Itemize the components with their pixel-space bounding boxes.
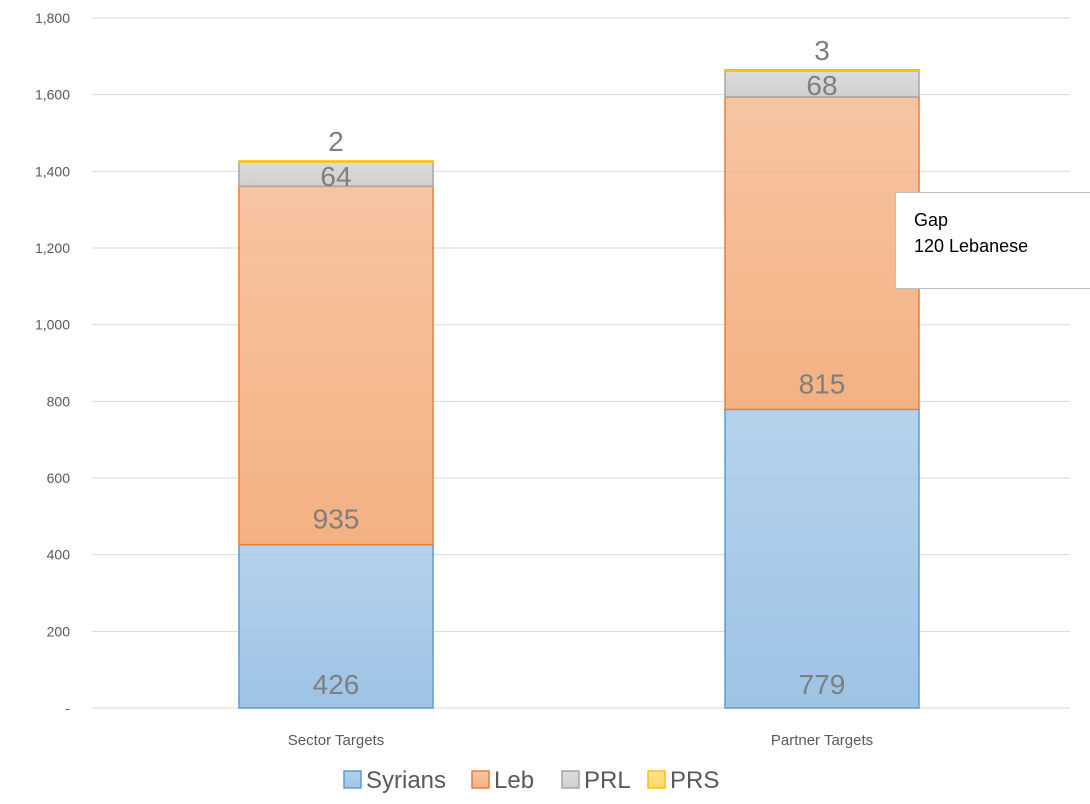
legend-swatch-prs	[647, 770, 666, 789]
y-tick-label: 600	[47, 470, 71, 486]
legend-swatch-prl	[561, 770, 580, 789]
y-tick-label: 1,200	[35, 240, 70, 256]
y-tick-label: 1,000	[35, 317, 70, 333]
gap-callout: Gap 120 Lebanese	[895, 192, 1090, 289]
y-tick-label: 400	[47, 547, 71, 563]
y-tick-label: 1,800	[35, 10, 70, 26]
data-label-leb: 935	[313, 504, 360, 535]
bar-segment-syrians	[724, 408, 920, 709]
y-tick-label: 200	[47, 623, 71, 639]
gap-callout-text: 120 Lebanese	[914, 236, 1029, 256]
bar-segment-leb	[724, 96, 920, 411]
data-label-prl: 64	[320, 161, 351, 192]
data-label-prs: 3	[814, 35, 830, 66]
gap-callout-title: Gap	[914, 210, 949, 230]
bar-segment-prs	[238, 160, 434, 163]
x-category-label: Sector Targets	[288, 732, 384, 749]
y-tick-label: -	[65, 700, 70, 716]
y-tick-label: 800	[47, 393, 71, 409]
legend-label-prs: PRS	[670, 767, 719, 794]
data-label-syrians: 426	[313, 669, 360, 700]
data-labels: 426 935 64 2 779 815 68 3	[313, 35, 846, 700]
bar-segment-prs	[724, 69, 920, 72]
legend-label-syrians: Syrians	[366, 767, 446, 794]
legend-label-prl: PRL	[584, 767, 631, 794]
data-label-prl: 68	[806, 70, 837, 101]
bars	[238, 69, 920, 709]
legend-label-leb: Leb	[494, 767, 534, 794]
bar-segment-prl	[238, 161, 434, 188]
data-label-leb: 815	[799, 368, 846, 399]
data-label-prs: 2	[328, 126, 344, 157]
legend: Syrians Leb PRL PRS	[343, 767, 719, 794]
bar-segment-prl	[724, 70, 920, 98]
y-tick-label: 1,600	[35, 87, 70, 103]
x-axis-category-labels: Sector Targets Partner Targets	[288, 732, 873, 749]
legend-swatch-syrians	[343, 770, 362, 789]
bar-segment-leb	[238, 185, 434, 546]
x-category-label: Partner Targets	[771, 732, 873, 749]
legend-swatch-leb	[471, 770, 490, 789]
y-tick-label: 1,400	[35, 163, 70, 179]
data-label-syrians: 779	[799, 669, 846, 700]
y-axis-tick-labels: - 200 400 600 800 1,000 1,200 1,400 1,600 1,800	[35, 10, 70, 716]
